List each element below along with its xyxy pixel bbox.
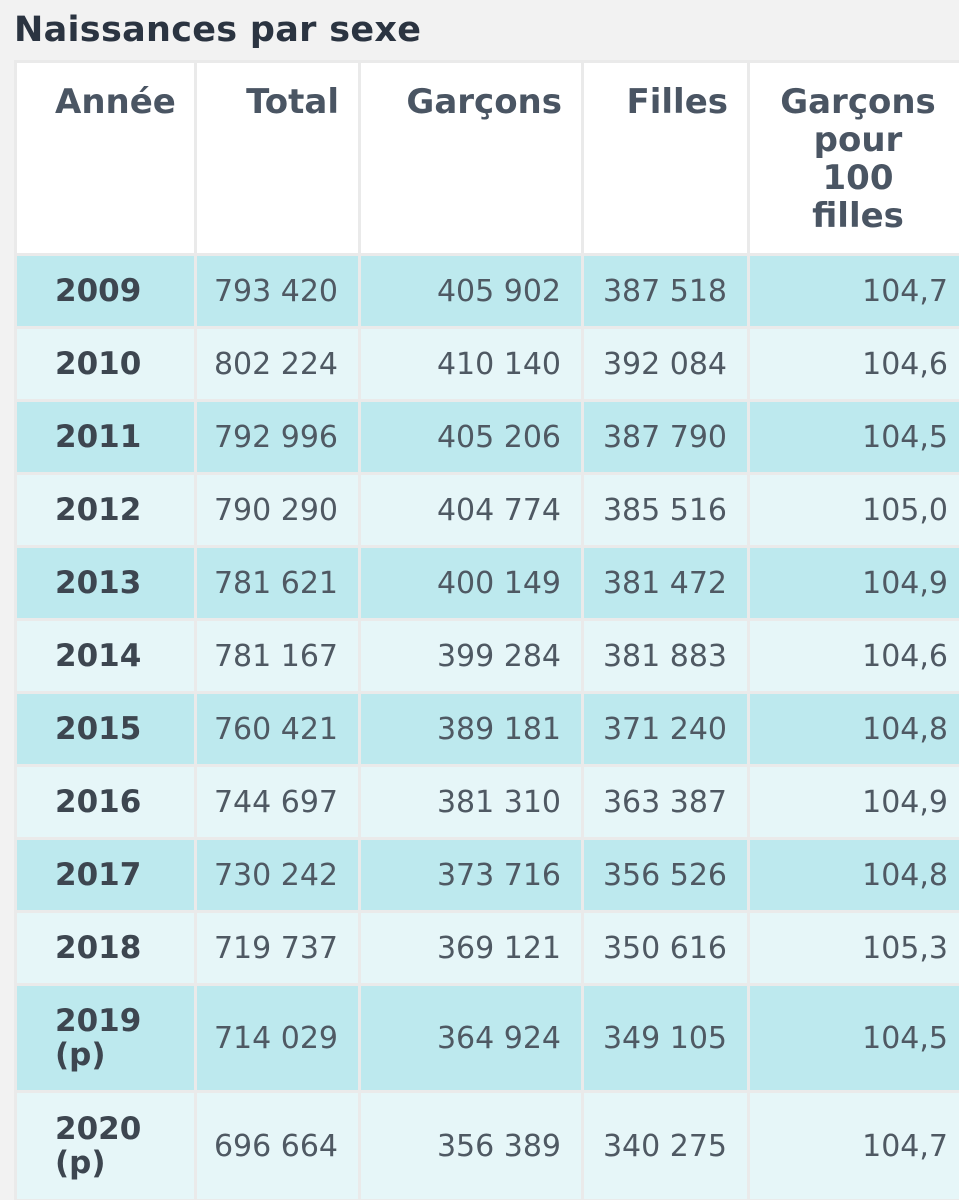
ratio-header-line-1: Garçons (780, 82, 936, 122)
column-header-year: Année (17, 63, 194, 253)
girls-cell: 385 516 (584, 475, 747, 545)
girls-cell: 356 526 (584, 840, 747, 910)
girls-cell: 350 616 (584, 913, 747, 983)
total-cell: 781 621 (197, 548, 358, 618)
girls-cell: 340 275 (584, 1093, 747, 1199)
ratio-cell: 104,5 (750, 402, 959, 472)
year-cell: 2010 (17, 329, 194, 399)
year-cell: 2009 (17, 256, 194, 326)
boys-cell: 405 902 (361, 256, 581, 326)
table-row: 2019 (p) 714 029 364 924 349 105 104,5 (17, 986, 959, 1090)
table-row: 2016 744 697 381 310 363 387 104,9 (17, 767, 959, 837)
year-cell: 2020 (p) (17, 1093, 194, 1199)
ratio-cell: 104,8 (750, 694, 959, 764)
boys-cell: 373 716 (361, 840, 581, 910)
total-cell: 696 664 (197, 1093, 358, 1199)
provisional-note: (p) (55, 1145, 106, 1181)
ratio-cell: 104,6 (750, 621, 959, 691)
table-row: 2017 730 242 373 716 356 526 104,8 (17, 840, 959, 910)
header-row: Année Total Garçons Filles Garçons pour … (17, 63, 959, 253)
year-cell: 2015 (17, 694, 194, 764)
year-cell: 2017 (17, 840, 194, 910)
year-cell: 2011 (17, 402, 194, 472)
ratio-cell: 104,9 (750, 548, 959, 618)
girls-cell: 371 240 (584, 694, 747, 764)
total-cell: 802 224 (197, 329, 358, 399)
total-cell: 792 996 (197, 402, 358, 472)
ratio-cell: 105,3 (750, 913, 959, 983)
ratio-header-line-3: 100 (822, 158, 894, 198)
boys-cell: 356 389 (361, 1093, 581, 1199)
year-cell: 2012 (17, 475, 194, 545)
girls-cell: 392 084 (584, 329, 747, 399)
total-cell: 719 737 (197, 913, 358, 983)
ratio-cell: 104,8 (750, 840, 959, 910)
table-row: 2013 781 621 400 149 381 472 104,9 (17, 548, 959, 618)
total-cell: 760 421 (197, 694, 358, 764)
total-cell: 781 167 (197, 621, 358, 691)
total-cell: 790 290 (197, 475, 358, 545)
year-value: 2019 (55, 1003, 142, 1039)
table-row: 2009 793 420 405 902 387 518 104,7 (17, 256, 959, 326)
table-title: Naissances par sexe (14, 10, 422, 50)
ratio-cell: 104,7 (750, 256, 959, 326)
boys-cell: 364 924 (361, 986, 581, 1090)
boys-cell: 399 284 (361, 621, 581, 691)
year-value: 2020 (55, 1111, 142, 1147)
year-cell: 2018 (17, 913, 194, 983)
total-cell: 730 242 (197, 840, 358, 910)
ratio-cell: 104,7 (750, 1093, 959, 1199)
table-row: 2015 760 421 389 181 371 240 104,8 (17, 694, 959, 764)
births-table: Année Total Garçons Filles Garçons pour … (14, 60, 959, 1200)
table-row: 2018 719 737 369 121 350 616 105,3 (17, 913, 959, 983)
boys-cell: 381 310 (361, 767, 581, 837)
boys-cell: 404 774 (361, 475, 581, 545)
ratio-header-line-4: filles (812, 196, 904, 236)
year-cell: 2016 (17, 767, 194, 837)
girls-cell: 363 387 (584, 767, 747, 837)
year-cell: 2014 (17, 621, 194, 691)
table-row: 2020 (p) 696 664 356 389 340 275 104,7 (17, 1093, 959, 1199)
provisional-note: (p) (55, 1037, 106, 1073)
column-header-girls: Filles (584, 63, 747, 253)
table-row: 2012 790 290 404 774 385 516 105,0 (17, 475, 959, 545)
boys-cell: 389 181 (361, 694, 581, 764)
boys-cell: 410 140 (361, 329, 581, 399)
total-cell: 714 029 (197, 986, 358, 1090)
girls-cell: 381 883 (584, 621, 747, 691)
ratio-cell: 104,9 (750, 767, 959, 837)
column-header-total: Total (197, 63, 358, 253)
births-table-container: Année Total Garçons Filles Garçons pour … (14, 60, 959, 1200)
table-row: 2014 781 167 399 284 381 883 104,6 (17, 621, 959, 691)
ratio-header-line-2: pour (813, 120, 903, 160)
column-header-boys: Garçons (361, 63, 581, 253)
girls-cell: 381 472 (584, 548, 747, 618)
ratio-cell: 105,0 (750, 475, 959, 545)
boys-cell: 400 149 (361, 548, 581, 618)
ratio-cell: 104,6 (750, 329, 959, 399)
total-cell: 793 420 (197, 256, 358, 326)
boys-cell: 405 206 (361, 402, 581, 472)
girls-cell: 387 790 (584, 402, 747, 472)
table-row: 2010 802 224 410 140 392 084 104,6 (17, 329, 959, 399)
girls-cell: 349 105 (584, 986, 747, 1090)
total-cell: 744 697 (197, 767, 358, 837)
boys-cell: 369 121 (361, 913, 581, 983)
year-cell: 2013 (17, 548, 194, 618)
girls-cell: 387 518 (584, 256, 747, 326)
table-row: 2011 792 996 405 206 387 790 104,5 (17, 402, 959, 472)
ratio-cell: 104,5 (750, 986, 959, 1090)
column-header-ratio: Garçons pour 100 filles (750, 63, 959, 253)
year-cell: 2019 (p) (17, 986, 194, 1090)
